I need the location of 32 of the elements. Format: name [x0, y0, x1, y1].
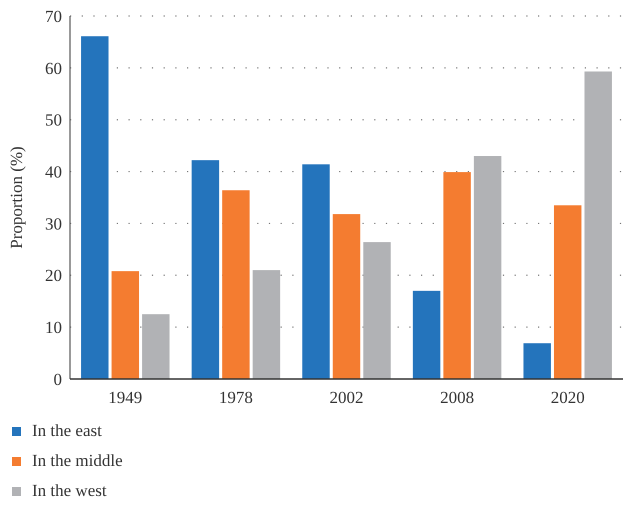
- y-tick-label: 50: [45, 110, 62, 130]
- y-tick-label: 10: [45, 318, 62, 338]
- x-tick-label: 2002: [330, 388, 364, 407]
- y-tick-label: 70: [45, 6, 62, 26]
- legend-label: In the west: [32, 480, 107, 500]
- y-tick-label: 0: [54, 370, 62, 389]
- bar: [142, 314, 170, 379]
- bar: [363, 242, 391, 379]
- legend-label: In the east: [32, 420, 102, 440]
- legend-label: In the middle: [32, 450, 123, 470]
- bar: [332, 214, 360, 379]
- bar: [81, 36, 109, 379]
- bar: [192, 160, 220, 379]
- y-tick-label: 60: [45, 58, 62, 78]
- bar: [252, 270, 280, 379]
- x-tick-label: 1978: [218, 388, 253, 407]
- bar: [523, 343, 551, 379]
- bar: [554, 205, 582, 379]
- y-tick-label: 30: [45, 214, 62, 234]
- y-tick-label: 40: [45, 162, 62, 182]
- bar: [112, 271, 140, 379]
- x-tick-label: 2008: [440, 388, 474, 407]
- bar: [474, 156, 502, 379]
- bar: [412, 290, 440, 379]
- x-tick-label: 1949: [108, 388, 142, 407]
- bar: [584, 71, 612, 379]
- bar: [222, 190, 250, 379]
- y-axis-title: Proportion (%): [7, 146, 26, 249]
- bar: [302, 164, 330, 379]
- x-tick-label: 2020: [550, 388, 585, 407]
- bar: [443, 172, 471, 379]
- y-tick-label: 20: [45, 266, 62, 286]
